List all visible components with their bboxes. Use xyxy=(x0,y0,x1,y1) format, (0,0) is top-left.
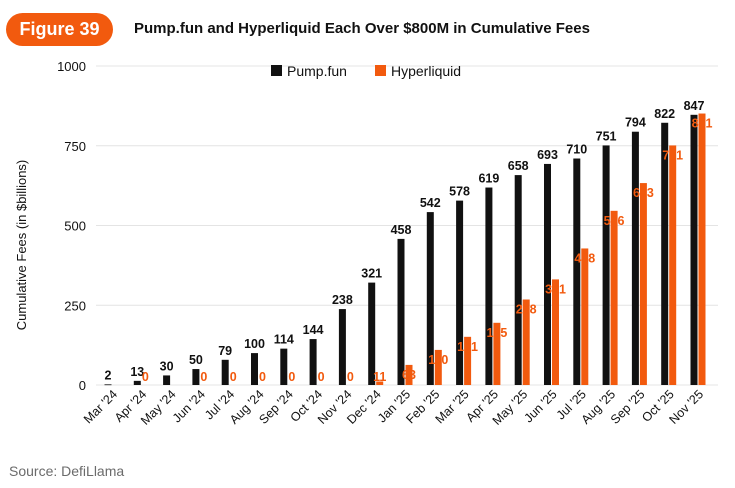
bars xyxy=(104,113,706,386)
bar-pump-fun-18 xyxy=(631,131,639,385)
bar-hyperliquid-17 xyxy=(610,210,618,385)
x-tick-0: Mar '24 xyxy=(81,387,120,426)
bar-pump-fun-1 xyxy=(133,380,141,385)
data-label-pump-fun-14: 658 xyxy=(508,159,529,173)
bar-pump-fun-14 xyxy=(514,175,522,385)
bar-pump-fun-11 xyxy=(426,212,434,385)
bar-pump-fun-3 xyxy=(192,369,200,385)
data-label-hyperliquid-3: 0 xyxy=(200,370,207,384)
bar-pump-fun-17 xyxy=(602,145,610,385)
data-label-hyperliquid-19: 751 xyxy=(662,148,683,162)
data-label-pump-fun-13: 619 xyxy=(478,172,499,186)
data-label-hyperliquid-16: 428 xyxy=(574,251,595,265)
legend: Pump.fun Hyperliquid xyxy=(271,63,461,79)
bar-hyperliquid-16 xyxy=(581,248,589,385)
y-tick-0: 0 xyxy=(79,378,86,393)
y-axis-ticks: 0 250 500 750 1000 xyxy=(57,59,86,393)
y-tick-750: 750 xyxy=(64,139,86,154)
bar-hyperliquid-18 xyxy=(639,183,647,385)
bar-pump-fun-20 xyxy=(690,114,698,385)
y-tick-1000: 1000 xyxy=(57,59,86,74)
data-label-hyperliquid-9: 11 xyxy=(373,370,386,384)
bar-hyperliquid-19 xyxy=(669,145,677,385)
y-tick-500: 500 xyxy=(64,219,86,234)
bar-pump-fun-12 xyxy=(456,200,464,385)
data-label-pump-fun-4: 79 xyxy=(218,344,232,358)
data-label-hyperliquid-6: 0 xyxy=(288,370,295,384)
data-label-pump-fun-18: 794 xyxy=(625,116,646,130)
bar-hyperliquid-10 xyxy=(405,364,413,385)
data-label-pump-fun-15: 693 xyxy=(537,148,558,162)
bar-pump-fun-2 xyxy=(163,375,171,385)
bar-pump-fun-4 xyxy=(221,359,229,385)
data-label-pump-fun-10: 458 xyxy=(391,223,412,237)
bar-pump-fun-6 xyxy=(280,348,288,385)
data-label-hyperliquid-8: 0 xyxy=(347,370,354,384)
bar-hyperliquid-13 xyxy=(493,322,501,385)
bar-pump-fun-9 xyxy=(368,282,376,385)
source-note: Source: DefiLlama xyxy=(9,463,125,479)
data-label-hyperliquid-1: 0 xyxy=(142,370,149,384)
data-label-pump-fun-17: 751 xyxy=(596,129,617,143)
bar-hyperliquid-12 xyxy=(464,336,472,385)
data-label-hyperliquid-10: 63 xyxy=(402,368,416,382)
data-label-pump-fun-2: 30 xyxy=(160,359,174,373)
data-label-hyperliquid-18: 633 xyxy=(633,186,654,200)
bar-pump-fun-13 xyxy=(485,187,493,385)
data-label-hyperliquid-13: 195 xyxy=(486,326,507,340)
data-label-pump-fun-1: 13 xyxy=(130,365,144,379)
bar-pump-fun-15 xyxy=(544,163,551,385)
data-label-pump-fun-6: 114 xyxy=(274,333,294,347)
x-tick-3: Jun '24 xyxy=(170,387,208,425)
data-label-pump-fun-8: 238 xyxy=(332,293,353,307)
data-label-hyperliquid-12: 151 xyxy=(457,340,478,354)
y-axis-label: Cumulative Fees (in $billions) xyxy=(14,160,29,331)
data-label-hyperliquid-15: 331 xyxy=(545,282,566,296)
bar-hyperliquid-9 xyxy=(376,381,384,385)
bar-hyperliquid-11 xyxy=(434,349,442,385)
data-label-hyperliquid-4: 0 xyxy=(230,370,237,384)
x-tick-15: Jun '25 xyxy=(521,387,559,425)
data-label-pump-fun-5: 100 xyxy=(244,337,265,351)
data-label-hyperliquid-5: 0 xyxy=(259,370,266,384)
data-label-pump-fun-0: 2 xyxy=(105,368,112,382)
chart-title: Pump.fun and Hyperliquid Each Over $800M… xyxy=(134,20,590,37)
data-label-pump-fun-19: 822 xyxy=(654,107,675,121)
data-label-hyperliquid-11: 110 xyxy=(428,353,448,367)
figure-badge: Figure 39 xyxy=(6,13,113,46)
y-tick-250: 250 xyxy=(64,298,86,313)
legend-label-pump-fun: Pump.fun xyxy=(287,63,347,79)
bar-pump-fun-16 xyxy=(573,158,581,385)
legend-label-hyperliquid: Hyperliquid xyxy=(391,63,461,79)
bar-pump-fun-8 xyxy=(338,309,346,385)
data-label-pump-fun-9: 321 xyxy=(361,267,382,281)
bar-hyperliquid-15 xyxy=(552,279,559,385)
data-label-hyperliquid-14: 268 xyxy=(516,303,537,317)
data-label-pump-fun-11: 542 xyxy=(420,196,441,210)
data-label-hyperliquid-20: 851 xyxy=(692,117,713,131)
legend-swatch-hyperliquid xyxy=(375,65,386,76)
bar-pump-fun-0 xyxy=(104,384,112,386)
bar-hyperliquid-14 xyxy=(522,299,530,385)
bar-pump-fun-7 xyxy=(309,339,317,385)
data-label-pump-fun-16: 710 xyxy=(566,143,587,157)
data-label-hyperliquid-17: 546 xyxy=(604,214,625,228)
bar-pump-fun-10 xyxy=(397,238,405,385)
bar-pump-fun-19 xyxy=(661,122,669,386)
data-label-pump-fun-3: 50 xyxy=(189,353,203,367)
data-label-pump-fun-12: 578 xyxy=(449,185,470,199)
data-label-pump-fun-20: 847 xyxy=(684,99,705,113)
data-label-pump-fun-7: 144 xyxy=(303,323,324,337)
bar-pump-fun-5 xyxy=(251,353,258,385)
legend-swatch-pump-fun xyxy=(271,65,282,76)
x-tick-12: Mar '25 xyxy=(433,387,472,426)
bar-hyperliquid-20 xyxy=(698,113,706,385)
data-label-hyperliquid-7: 0 xyxy=(318,370,325,384)
